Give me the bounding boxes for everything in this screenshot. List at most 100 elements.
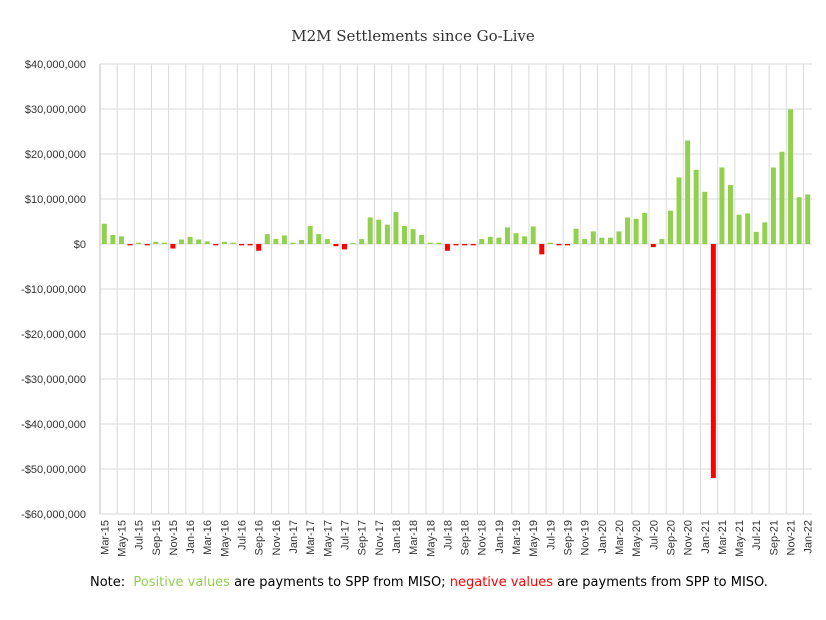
bar [779, 151, 785, 244]
y-tick-label: $30,000,000 [25, 104, 86, 116]
x-tick-label: Mar-18 [408, 520, 420, 555]
y-tick-label: -$20,000,000 [21, 329, 86, 341]
x-tick-label: Jul-16 [237, 520, 249, 550]
bar [264, 234, 270, 244]
bar [487, 236, 493, 244]
bar [376, 219, 382, 244]
bar [384, 224, 390, 244]
bar [522, 236, 528, 244]
x-tick-label: Mar-21 [717, 520, 729, 555]
x-tick-label: Jan-17 [288, 520, 300, 554]
y-tick-label: -$40,000,000 [21, 419, 86, 431]
x-tick-label: May-19 [528, 520, 540, 557]
x-tick-label: Jan-22 [803, 520, 815, 554]
bar [281, 235, 287, 244]
x-tick-label: Jul-17 [339, 520, 351, 550]
bar [101, 223, 107, 244]
bar [170, 244, 176, 249]
x-tick-label: May-21 [734, 520, 746, 557]
bar [642, 212, 648, 244]
bar [470, 244, 476, 246]
bar [702, 191, 708, 244]
bar [667, 210, 673, 244]
bar [565, 244, 571, 246]
bar [753, 231, 759, 244]
y-tick-label: $40,000,000 [25, 59, 86, 71]
bar [693, 169, 699, 244]
bar [770, 167, 776, 244]
bar [136, 242, 142, 244]
bar [607, 237, 613, 244]
bar [710, 244, 716, 478]
bar [144, 244, 150, 246]
bar [427, 242, 433, 244]
bar [547, 242, 553, 244]
y-tick-label: -$50,000,000 [21, 464, 86, 476]
bar [350, 243, 356, 245]
bar [316, 234, 322, 244]
bar [410, 229, 416, 244]
x-tick-label: Nov-19 [580, 520, 592, 555]
y-tick-label: -$10,000,000 [21, 284, 86, 296]
x-tick-label: Sep-21 [768, 520, 780, 555]
bar [719, 167, 725, 244]
x-tick-label: Jan-19 [494, 520, 506, 554]
chart-title: M2M Settlements since Go-Live [291, 27, 535, 45]
bar [324, 239, 330, 244]
x-tick-label: May-15 [116, 520, 128, 557]
bar [444, 244, 450, 251]
x-tick-label: Jan-16 [185, 520, 197, 554]
bar [633, 218, 639, 244]
x-tick-label: Jul-20 [648, 520, 660, 550]
note-middle: are payments to SPP from MISO; [229, 575, 450, 590]
x-tick-label: Mar-17 [305, 520, 317, 555]
bar [650, 244, 656, 248]
note-positive: Positive values [133, 575, 230, 590]
x-tick-label: Nov-20 [683, 520, 695, 555]
bar [659, 239, 665, 244]
y-tick-label: -$60,000,000 [21, 509, 86, 521]
bar [582, 239, 588, 244]
y-tick-label: -$30,000,000 [21, 374, 86, 386]
bar [153, 241, 159, 244]
bar [402, 226, 408, 244]
bar [239, 244, 245, 246]
bar [247, 244, 253, 246]
x-tick-label: Jan-21 [700, 520, 712, 554]
x-tick-label: Jul-18 [442, 520, 454, 550]
bar [616, 231, 622, 244]
x-tick-label: Sep-15 [151, 520, 163, 555]
note-suffix: are payments from SPP to MISO. [553, 575, 768, 590]
bar [762, 222, 768, 244]
bar [736, 214, 742, 244]
bar [110, 235, 116, 244]
bar [479, 239, 485, 244]
y-tick-label: $20,000,000 [25, 149, 86, 161]
bar [393, 212, 399, 244]
x-tick-label: Nov-17 [374, 520, 386, 555]
bar [513, 233, 519, 244]
x-tick-label: Sep-19 [563, 520, 575, 555]
x-tick-label: May-16 [219, 520, 231, 557]
bar [127, 244, 133, 246]
x-tick-label: Sep-20 [665, 520, 677, 555]
y-tick-label: $0 [74, 239, 86, 251]
x-tick-label: Sep-17 [357, 520, 369, 555]
bar [676, 177, 682, 244]
x-tick-label: May-20 [631, 520, 643, 557]
bar [796, 197, 802, 244]
x-tick-label: Mar-15 [99, 520, 111, 555]
bar [118, 236, 124, 244]
bar [728, 185, 734, 244]
y-tick-label: $10,000,000 [25, 194, 86, 206]
bar [625, 217, 631, 244]
x-tick-label: Jul-15 [134, 520, 146, 550]
bar [333, 244, 339, 247]
bar [221, 241, 227, 244]
bar [805, 194, 811, 244]
bar [178, 239, 184, 244]
x-tick-label: May-18 [425, 520, 437, 557]
x-tick-label: Nov-16 [271, 520, 283, 555]
note-prefix: Note: [90, 575, 126, 590]
